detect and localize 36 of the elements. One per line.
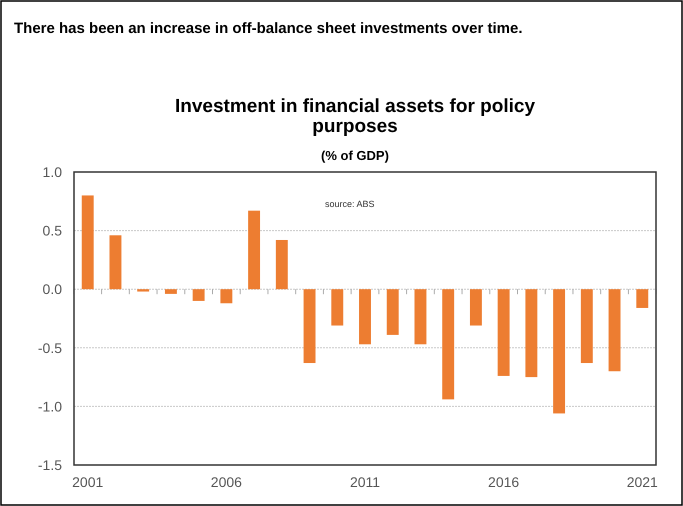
bar bbox=[304, 289, 316, 364]
bar bbox=[359, 289, 371, 344]
bar bbox=[276, 240, 288, 290]
y-tick-label: -1.5 bbox=[38, 457, 62, 473]
bar bbox=[553, 289, 566, 414]
bar bbox=[470, 289, 482, 326]
bar bbox=[386, 289, 399, 335]
annotation: source: ABS bbox=[325, 199, 375, 209]
bar bbox=[82, 195, 94, 290]
x-tick-label: 2006 bbox=[210, 474, 242, 490]
x-tick-label: 2011 bbox=[350, 474, 380, 490]
bar bbox=[442, 289, 454, 400]
y-tick-label: -0.5 bbox=[38, 340, 62, 356]
x-tick-label: 2021 bbox=[626, 474, 658, 490]
y-tick-label: 1.0 bbox=[42, 164, 62, 180]
bar bbox=[164, 289, 177, 294]
bar bbox=[220, 289, 232, 304]
chart-title: Investment in financial assets for policy purposes bbox=[174, 96, 536, 137]
bar bbox=[608, 289, 621, 372]
x-tick-label: 2001 bbox=[72, 474, 104, 490]
bar bbox=[580, 289, 593, 364]
bar bbox=[109, 235, 122, 290]
y-tick-label: -1.0 bbox=[38, 398, 62, 414]
bar bbox=[636, 289, 648, 308]
y-tick-label: 0.0 bbox=[42, 281, 62, 298]
bar bbox=[331, 289, 344, 326]
bar bbox=[498, 289, 510, 376]
chart-subtitle: (% of GDP) bbox=[321, 148, 389, 163]
bar bbox=[248, 210, 260, 290]
bar bbox=[525, 289, 538, 378]
y-tick-label: 0.5 bbox=[42, 222, 62, 239]
bar bbox=[137, 289, 150, 292]
bar bbox=[414, 289, 426, 344]
text: There has been an increase in off-balance sheet investments over time. bbox=[14, 19, 524, 39]
bar bbox=[192, 289, 205, 301]
x-tick-label: 2016 bbox=[488, 474, 520, 490]
